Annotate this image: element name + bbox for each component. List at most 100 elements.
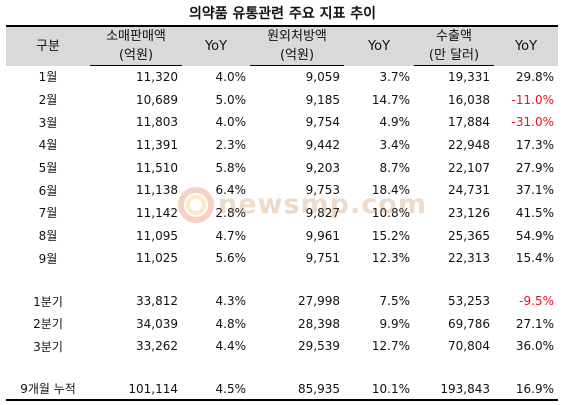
- export-yoy-value: 27.1%: [515, 316, 554, 331]
- export-yoy-value: -11.0%: [511, 92, 554, 107]
- retail-yoy-value: 4.8%: [215, 316, 247, 331]
- retail-yoy-value: 4.4%: [215, 339, 247, 354]
- table-row: 2월 10,689 5.0% 9,185 14.7% 16,038 -11.0%: [6, 88, 558, 111]
- table-row: 2분기 34,039 4.8% 28,398 9.9% 69,786 27.1%: [6, 312, 558, 335]
- retail-value: 11,142: [136, 205, 178, 220]
- prescription-yoy-value: 12.7%: [371, 339, 410, 354]
- row-label: 3분기: [33, 339, 63, 354]
- export-value: 193,843: [414, 377, 494, 402]
- export-value: 53,253: [448, 294, 490, 309]
- table-row: 9월 11,025 5.6% 9,751 12.3% 22,313 15.4%: [6, 247, 558, 270]
- retail-value: 11,320: [136, 70, 178, 85]
- row-label: 9개월 누적: [6, 377, 90, 402]
- row-label: 2월: [38, 93, 58, 108]
- prescription-yoy-value: 7.5%: [379, 294, 411, 309]
- table-row: 6월 11,138 6.4% 9,753 18.4% 24,731 37.1%: [6, 179, 558, 202]
- prescription-yoy-value: 10.8%: [371, 205, 410, 220]
- retail-yoy-value: 5.0%: [215, 92, 247, 107]
- table-row: 9개월 누적 101,114 4.5% 85,935 10.1% 193,843 16.9%: [6, 377, 558, 402]
- header-hospital-yoy: YoY: [344, 25, 414, 66]
- retail-value: 11,138: [136, 183, 178, 198]
- prescription-yoy-value: 3.4%: [379, 137, 411, 152]
- prescription-yoy-value: 15.2%: [371, 228, 410, 243]
- retail-value: 33,262: [136, 339, 178, 354]
- header-retail: 소매판매액: [90, 25, 182, 46]
- prescription-yoy-value: 9.9%: [379, 316, 411, 331]
- export-yoy-value: 16.9%: [494, 377, 558, 402]
- row-label: 5월: [38, 161, 58, 176]
- table-row: 7월 11,142 2.8% 9,827 10.8% 23,126 41.5%: [6, 202, 558, 225]
- prescription-value: 9,961: [305, 228, 340, 243]
- retail-yoy-value: 4.5%: [182, 377, 250, 402]
- export-value: 22,107: [448, 160, 490, 175]
- export-value: 69,786: [448, 316, 490, 331]
- export-value: 16,038: [448, 92, 490, 107]
- table-title: 의약품 유통관련 주요 지표 추이: [189, 6, 376, 22]
- prescription-yoy-value: 14.7%: [371, 92, 410, 107]
- retail-yoy-value: 6.4%: [215, 183, 247, 198]
- row-label: 4월: [38, 138, 58, 153]
- table-row: 8월 11,095 4.7% 9,961 15.2% 25,365 54.9%: [6, 224, 558, 247]
- prescription-yoy-value: 4.9%: [379, 115, 411, 130]
- indicator-table: 구분 소매판매액 YoY 원외처방액 YoY 수출액 YoY (억원) (억원)…: [6, 25, 558, 402]
- export-yoy-value: 41.5%: [515, 205, 554, 220]
- table-row: 4월 11,391 2.3% 9,442 3.4% 22,948 17.3%: [6, 134, 558, 157]
- header-export-unit: (만 달러): [414, 46, 494, 66]
- row-label: 7월: [38, 206, 58, 221]
- prescription-value: 9,827: [305, 205, 340, 220]
- export-value: 24,731: [448, 183, 490, 198]
- retail-yoy-value: 5.6%: [215, 251, 247, 266]
- export-yoy-value: 17.3%: [515, 137, 554, 152]
- export-value: 17,884: [448, 115, 490, 130]
- export-value: 25,365: [448, 228, 490, 243]
- prescription-value: 28,398: [298, 316, 340, 331]
- spacer-cell: [6, 270, 558, 290]
- header-retail-yoy: YoY: [182, 25, 250, 66]
- header-export-yoy: YoY: [494, 25, 558, 66]
- prescription-yoy-value: 10.1%: [344, 377, 414, 402]
- retail-yoy-value: 4.3%: [215, 294, 247, 309]
- export-yoy-value: 54.9%: [515, 228, 554, 243]
- row-label: 9월: [38, 251, 58, 266]
- retail-value: 11,025: [136, 251, 178, 266]
- row-label: 1월: [38, 70, 58, 85]
- retail-value: 33,812: [136, 294, 178, 309]
- row-label: 2분기: [33, 317, 63, 332]
- row-label: 1분기: [33, 294, 63, 309]
- prescription-yoy-value: 3.7%: [379, 69, 411, 84]
- retail-value: 11,391: [136, 137, 178, 152]
- table-row: 1분기 33,812 4.3% 27,998 7.5% 53,253 -9.5%: [6, 290, 558, 313]
- prescription-value: 9,203: [305, 160, 340, 175]
- spacer-row: [6, 358, 558, 378]
- retail-value: 11,803: [136, 115, 178, 130]
- prescription-value: 85,935: [250, 377, 344, 402]
- prescription-value: 9,751: [305, 251, 340, 266]
- prescription-yoy-value: 18.4%: [371, 183, 410, 198]
- header-hospital: 원외처방액: [250, 25, 344, 46]
- export-value: 22,948: [448, 137, 490, 152]
- retail-value: 11,510: [136, 160, 178, 175]
- row-label: 6월: [38, 183, 58, 198]
- retail-yoy-value: 5.8%: [215, 160, 247, 175]
- prescription-value: 29,539: [298, 339, 340, 354]
- export-value: 23,126: [448, 205, 490, 220]
- header-retail-unit: (억원): [90, 46, 182, 66]
- export-value: 19,331: [448, 70, 490, 85]
- prescription-value: 9,185: [305, 92, 340, 107]
- table-row: 5월 11,510 5.8% 9,203 8.7% 22,107 27.9%: [6, 156, 558, 179]
- spacer-row: [6, 270, 558, 290]
- row-label: 3월: [38, 115, 58, 130]
- export-yoy-value: 15.4%: [515, 251, 554, 266]
- prescription-yoy-value: 8.7%: [379, 160, 411, 175]
- spacer-cell: [6, 358, 558, 378]
- retail-value: 10,689: [136, 92, 178, 107]
- retail-yoy-value: 4.0%: [215, 69, 247, 84]
- export-yoy-value: -9.5%: [519, 294, 554, 309]
- header-hospital-unit: (억원): [250, 46, 344, 66]
- table-row: 1월 11,320 4.0% 9,059 3.7% 19,331 29.8%: [6, 66, 558, 89]
- table-row: 3월 11,803 4.0% 9,754 4.9% 17,884 -31.0%: [6, 111, 558, 134]
- prescription-value: 9,754: [305, 115, 340, 130]
- retail-value: 11,095: [136, 228, 178, 243]
- export-yoy-value: 27.9%: [515, 160, 554, 175]
- export-yoy-value: 36.0%: [515, 339, 554, 354]
